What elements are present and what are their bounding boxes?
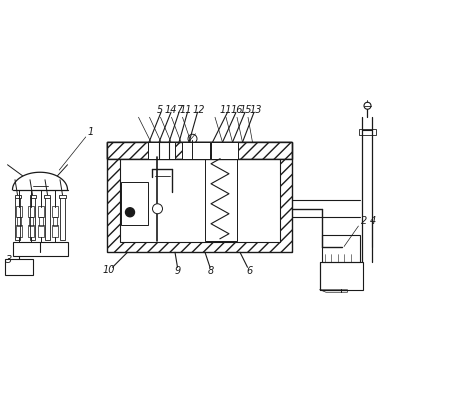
Bar xyxy=(53,217,57,226)
Bar xyxy=(121,182,148,225)
Bar xyxy=(16,206,22,217)
Text: 2: 2 xyxy=(361,216,367,226)
Text: 6: 6 xyxy=(247,266,253,276)
Bar xyxy=(60,197,65,240)
Text: 14: 14 xyxy=(165,105,177,115)
Circle shape xyxy=(126,208,135,217)
Bar xyxy=(108,142,292,159)
Text: 16: 16 xyxy=(230,105,243,115)
Bar xyxy=(15,197,20,240)
Circle shape xyxy=(364,102,371,109)
Text: 1: 1 xyxy=(88,127,94,137)
Bar xyxy=(12,242,67,256)
Bar xyxy=(52,225,58,237)
Bar xyxy=(322,235,360,262)
Bar xyxy=(45,197,50,240)
Bar xyxy=(17,217,21,226)
Circle shape xyxy=(153,204,163,214)
Bar xyxy=(320,262,363,290)
Text: 3: 3 xyxy=(6,255,12,265)
Bar xyxy=(120,152,280,242)
Bar xyxy=(15,195,20,198)
Bar xyxy=(205,157,237,241)
Text: 11: 11 xyxy=(220,105,232,115)
Text: 4: 4 xyxy=(369,216,375,226)
Bar xyxy=(359,129,376,135)
Bar xyxy=(39,217,43,226)
Text: 11: 11 xyxy=(180,105,192,115)
Bar xyxy=(5,259,33,275)
Bar xyxy=(108,142,292,252)
Text: 9: 9 xyxy=(174,266,181,276)
Bar xyxy=(28,225,34,237)
Bar xyxy=(182,142,210,159)
Bar xyxy=(147,142,175,159)
Bar xyxy=(45,195,51,198)
Bar xyxy=(108,142,292,252)
Bar xyxy=(211,142,238,159)
Text: 12: 12 xyxy=(193,105,205,115)
Bar xyxy=(29,195,36,198)
Circle shape xyxy=(188,134,197,143)
Text: 5: 5 xyxy=(156,105,163,115)
Bar xyxy=(30,197,35,240)
Bar xyxy=(52,206,58,217)
Bar xyxy=(29,217,33,226)
Bar xyxy=(16,225,22,237)
Text: 10: 10 xyxy=(103,265,115,275)
Text: 13: 13 xyxy=(250,105,262,115)
Text: 7: 7 xyxy=(176,105,182,115)
Text: 8: 8 xyxy=(208,266,214,276)
Bar xyxy=(38,206,44,217)
Bar xyxy=(60,195,65,198)
Bar xyxy=(38,225,44,237)
Bar xyxy=(28,206,34,217)
Bar xyxy=(108,142,292,159)
Text: 15: 15 xyxy=(240,105,252,115)
